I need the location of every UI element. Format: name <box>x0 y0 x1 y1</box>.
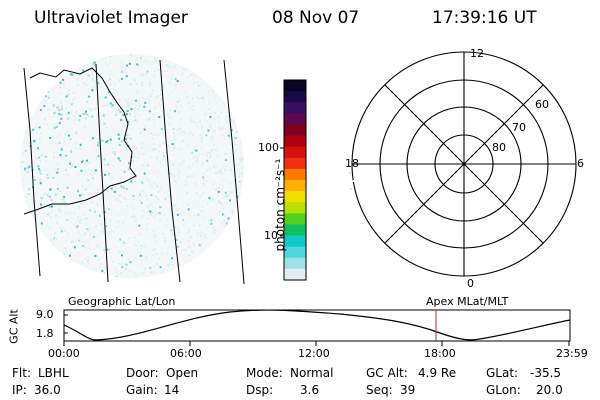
colorbar-band <box>284 224 306 237</box>
colorbar-band <box>284 124 306 137</box>
colorbar-band <box>284 135 306 148</box>
meridian-line <box>23 67 41 277</box>
footer-gcalt-label: GC Alt: <box>366 366 408 380</box>
coastline <box>23 67 137 215</box>
gc-alt-axis-label: GC Alt <box>7 309 21 344</box>
footer-seq-value: 39 <box>400 383 416 397</box>
meridian-line <box>223 59 245 285</box>
colorbar-band <box>284 213 306 225</box>
y-tick-9: 9.0 <box>36 308 54 321</box>
x-tick-2359: 23:59 <box>556 347 588 360</box>
altitude-curve <box>63 309 571 341</box>
footer-flt-value: LBHL <box>38 366 69 380</box>
mlt-label-12: 12 <box>470 47 484 60</box>
mlt-label-0: 0 <box>467 277 474 290</box>
lat-label-80: 80 <box>492 141 506 154</box>
colorbar-band <box>284 202 306 214</box>
colorbar-band <box>284 235 306 248</box>
meridian-line <box>95 63 109 283</box>
footer-flt-label: Flt: <box>12 366 31 380</box>
colorbar-tick-100: 100 <box>258 141 279 154</box>
footer-glat-label: GLat: <box>486 366 519 380</box>
colorbar <box>284 80 306 281</box>
footer-door-value: Open <box>166 366 199 380</box>
footer-ip-value: 36.0 <box>34 383 61 397</box>
colorbar-band <box>284 268 306 281</box>
footer-glon-value: 20.0 <box>536 383 563 397</box>
footer-mode-label: Mode: <box>246 366 283 380</box>
apex-label: Apex MLat/MLT <box>426 295 509 308</box>
mlt-label-6: 6 <box>577 157 584 170</box>
footer-dsp-label: Dsp: <box>246 383 274 397</box>
footer-gain-value: 14 <box>164 383 180 397</box>
meridian-line <box>159 59 181 283</box>
lat-label-60: 60 <box>535 98 549 111</box>
date-label: 08 Nov 07 <box>272 8 360 28</box>
mlt-label-18: 18 <box>345 157 359 170</box>
footer-dsp-value: 3.6 <box>300 383 320 397</box>
timeline-x-ticks <box>63 341 570 346</box>
footer-glat-value: -35.5 <box>530 366 562 380</box>
colorbar-band <box>284 146 306 159</box>
footer-ip-label: IP: <box>12 383 27 397</box>
x-tick-0600: 06:00 <box>170 347 202 360</box>
time-label: 17:39:16 UT <box>432 8 537 28</box>
colorbar-band <box>284 257 306 270</box>
auroral-emission-disk <box>20 54 244 278</box>
colorbar-band <box>284 191 306 203</box>
footer-gcalt-value: 4.9 Re <box>418 366 457 380</box>
x-tick-0000: 00:00 <box>48 347 80 360</box>
x-tick-1200: 12:00 <box>298 347 330 360</box>
colorbar-tick-10: 10 <box>264 229 278 242</box>
polar-speckle <box>349 172 354 190</box>
colorbar-band <box>284 80 306 92</box>
colorbar-band <box>284 168 306 181</box>
instrument-title: Ultraviolet Imager <box>34 8 188 28</box>
footer-glon-label: GLon: <box>486 383 521 397</box>
colorbar-unit-label: photon cm⁻²s⁻¹ <box>273 158 287 252</box>
geographic-label: Geographic Lat/Lon <box>68 295 176 308</box>
x-tick-1800: 18:00 <box>424 347 456 360</box>
colorbar-band <box>284 157 306 170</box>
colorbar-band <box>284 91 306 103</box>
colorbar-band <box>284 113 306 125</box>
y-tick-1-8: 1.8 <box>36 327 54 340</box>
colorbar-band <box>284 102 306 114</box>
colorbar-band <box>284 246 306 259</box>
colorbar-band <box>284 180 306 192</box>
footer-mode-value: Normal <box>290 366 334 380</box>
footer-seq-label: Seq: <box>366 383 393 397</box>
footer-gain-label: Gain: <box>126 383 158 397</box>
lat-label-70: 70 <box>512 121 526 134</box>
footer-door-label: Door: <box>126 366 159 380</box>
polar-plot <box>351 51 577 277</box>
